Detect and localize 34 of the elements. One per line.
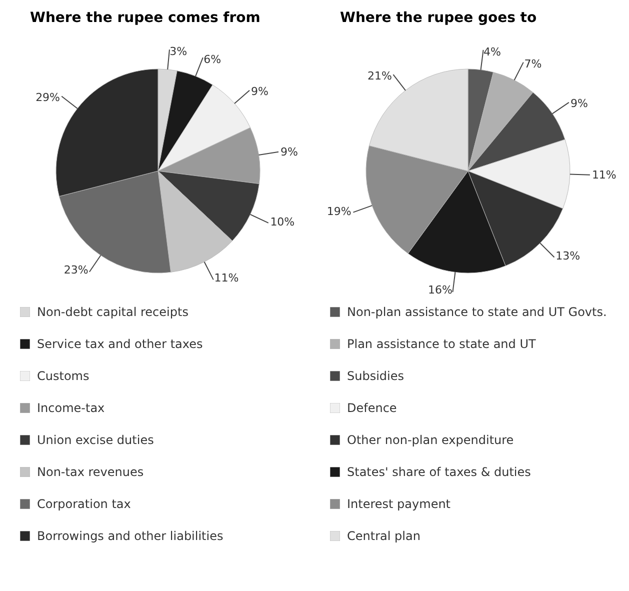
- data-label: 21%: [368, 70, 392, 83]
- legend-label: Defence: [347, 401, 397, 415]
- data-label: 6%: [204, 52, 222, 66]
- data-label: 3%: [170, 45, 188, 58]
- legend-label: States' share of taxes & duties: [347, 465, 531, 479]
- chart-title: Where the rupee comes from: [30, 10, 262, 26]
- legend-label: Interest payment: [347, 497, 451, 511]
- legend-label: Customs: [37, 369, 90, 383]
- legend-label: Non-tax revenues: [37, 465, 144, 479]
- legend-label: Non-debt capital receipts: [37, 305, 188, 319]
- legend-label: Non-plan assistance to state and UT Govts.: [347, 305, 607, 319]
- legend-label: Borrowings and other liabilities: [37, 529, 224, 543]
- data-label: 10%: [270, 216, 295, 229]
- legend-label: Service tax and other taxes: [37, 337, 203, 351]
- chart-title: Where the rupee goes to: [340, 10, 538, 26]
- legend-label: Central plan: [347, 529, 420, 543]
- data-label: 9%: [251, 85, 268, 98]
- data-label: 16%: [428, 284, 452, 297]
- legend-label: Subsidies: [347, 369, 404, 383]
- data-label: 9%: [280, 146, 298, 159]
- data-label: 7%: [524, 58, 542, 71]
- data-label: 9%: [570, 97, 588, 110]
- legend-label: Corporation tax: [37, 497, 131, 511]
- legend-label: Income-tax: [37, 401, 105, 415]
- legend-label: Other non-plan expenditure: [347, 433, 514, 447]
- data-label: 13%: [556, 249, 580, 262]
- data-label: 29%: [36, 90, 60, 104]
- legend-label: Plan assistance to state and UT: [347, 337, 536, 351]
- data-label: 19%: [326, 205, 352, 218]
- legend-label: Union excise duties: [37, 433, 154, 447]
- data-label: 11%: [214, 271, 239, 284]
- data-label: 23%: [64, 264, 88, 277]
- data-label: 4%: [484, 45, 501, 58]
- data-label: 11%: [592, 168, 616, 182]
